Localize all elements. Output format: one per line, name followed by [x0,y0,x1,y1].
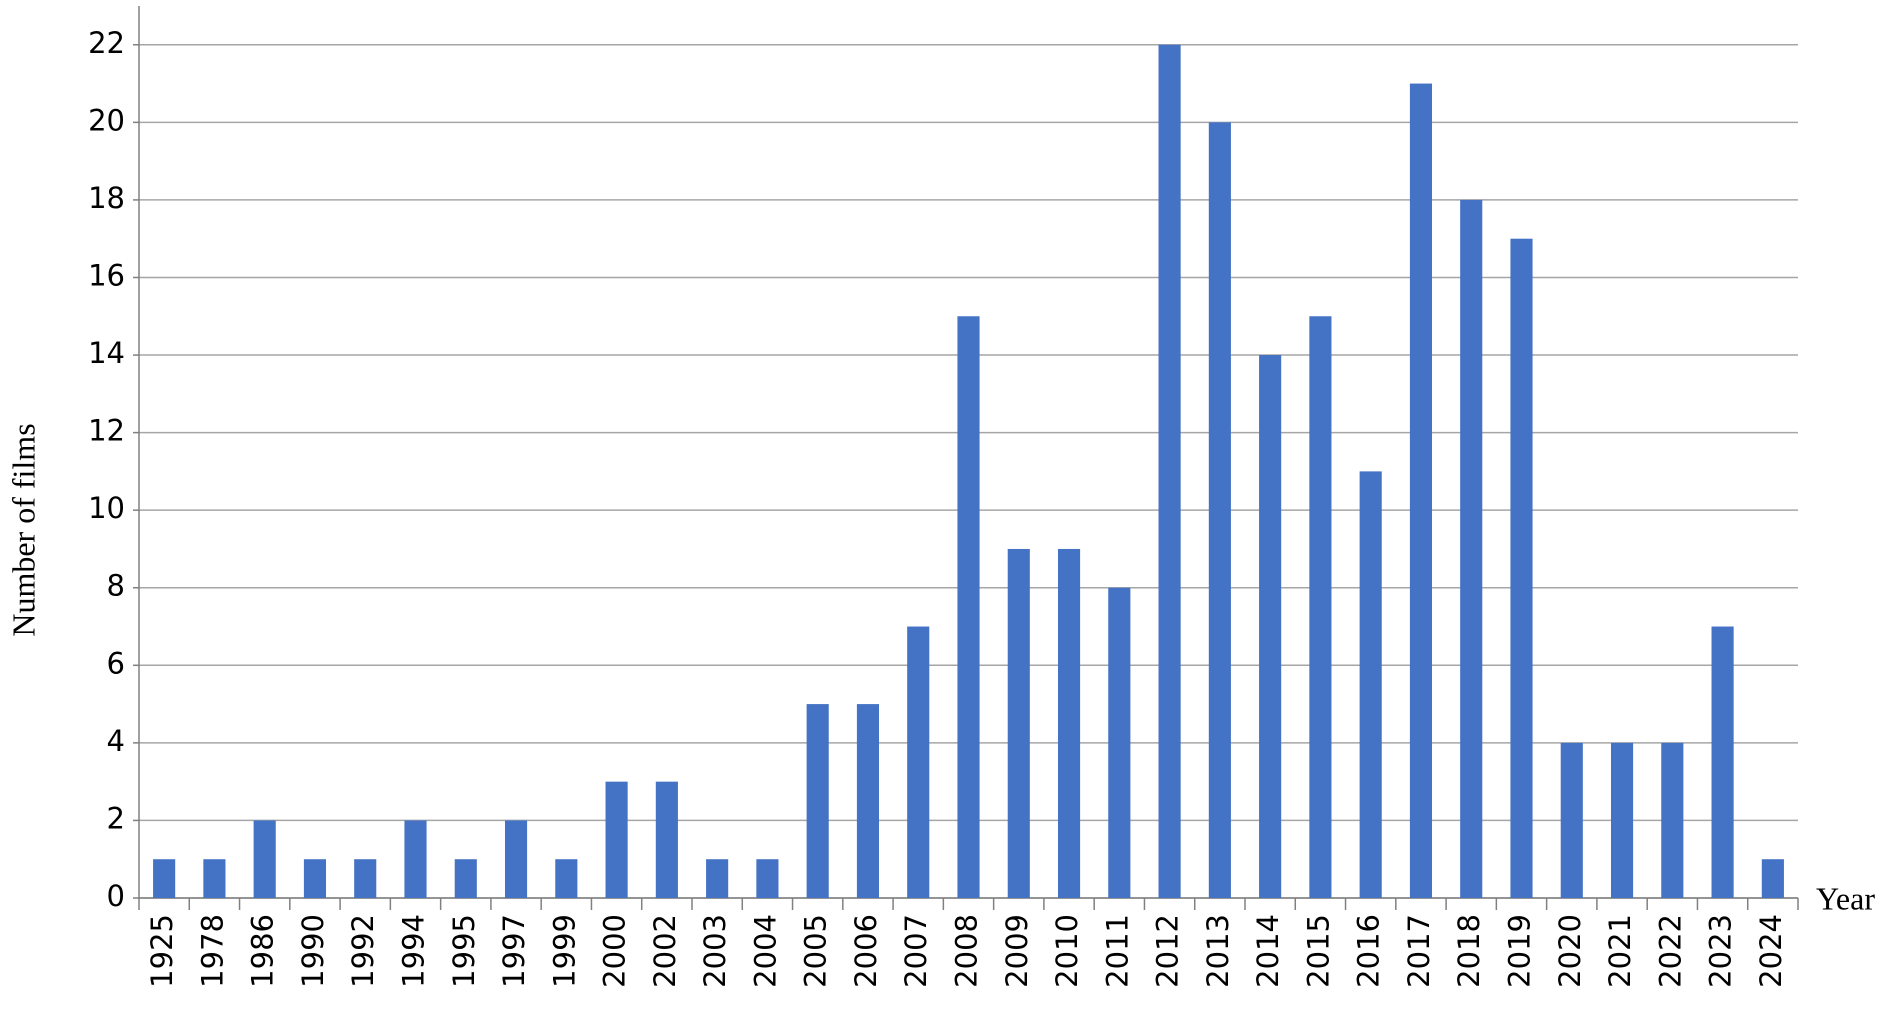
bar [1460,199,1483,899]
x-tick-label: 2004 [748,914,782,988]
bar [1359,471,1382,898]
x-tick-label: 2002 [648,914,682,988]
x-tick-label: 1978 [195,914,229,988]
bar [555,859,578,898]
x-tick-label: 1992 [346,914,380,988]
x-tick-label: 2011 [1100,914,1134,988]
y-tick-label: 14 [88,336,125,370]
x-tick-label: 2000 [598,914,632,988]
bar [1661,742,1684,898]
y-tick-label: 20 [88,103,125,137]
y-tick-label: 18 [88,181,125,215]
y-tick-label: 6 [107,646,125,680]
bar [253,820,276,898]
bar [1259,355,1282,899]
bar [1711,626,1734,898]
bar [504,820,528,898]
bar [354,859,377,898]
bar [153,859,176,898]
y-tick-label: 10 [88,491,125,525]
bar [655,781,678,898]
x-tick-label: 2008 [950,914,984,988]
bar [1007,548,1030,898]
bar [1208,122,1231,898]
bar [203,859,226,898]
x-tick-label: 2018 [1452,914,1486,988]
x-tick-label: 2006 [849,914,883,988]
y-tick-label: 4 [107,724,125,758]
bar [1761,859,1784,898]
x-tick-label: 2003 [698,914,732,988]
x-tick-label: 2024 [1754,914,1788,988]
bar [1409,83,1433,899]
x-axis-label: Year [1816,880,1875,916]
bar [1057,548,1081,898]
x-tick-label: 2005 [799,914,833,988]
x-tick-label: 1994 [397,914,431,988]
x-tick-label: 2012 [1151,914,1185,988]
bar [957,316,980,898]
y-tick-label: 12 [88,414,125,448]
y-axis-label: Number of films [5,423,41,636]
x-tick-label: 2023 [1704,914,1738,988]
bar [404,820,427,898]
y-tick-label: 8 [107,569,125,603]
bar [1610,742,1634,898]
x-tick-label: 1997 [497,914,531,988]
x-tick-label: 2022 [1653,914,1687,988]
x-tick-label: 2017 [1402,914,1436,988]
bar [907,626,930,898]
bar [856,704,880,898]
x-tick-label: 2007 [899,914,933,988]
x-tick-label: 2014 [1251,914,1285,988]
y-tick-label: 22 [88,26,125,60]
x-tick-label: 1986 [246,914,280,988]
x-tick-label: 1995 [447,914,481,988]
x-tick-label: 2016 [1352,914,1386,988]
x-tick-label: 2021 [1603,914,1637,988]
y-tick-label: 16 [88,258,125,292]
x-tick-label: 2020 [1553,914,1587,988]
bar [1309,316,1332,898]
bar [1510,238,1533,898]
bar [454,859,477,898]
bar [756,859,779,898]
x-tick-label: 1999 [547,914,581,988]
x-tick-label: 2009 [1000,914,1034,988]
bar [303,859,327,898]
bar [1560,742,1583,898]
bar [1158,44,1181,899]
x-tick-label: 2010 [1050,914,1084,988]
x-tick-label: 2013 [1201,914,1235,988]
x-tick-label: 1925 [145,914,179,988]
x-tick-label: 2019 [1503,914,1537,988]
bar [806,704,829,898]
bar [1108,587,1131,898]
x-tick-label: 1990 [296,914,330,988]
bar [605,781,628,898]
y-tick-label: 0 [107,879,125,913]
bar [706,859,729,898]
x-tick-label: 2015 [1301,914,1335,988]
y-tick-label: 2 [107,801,125,835]
